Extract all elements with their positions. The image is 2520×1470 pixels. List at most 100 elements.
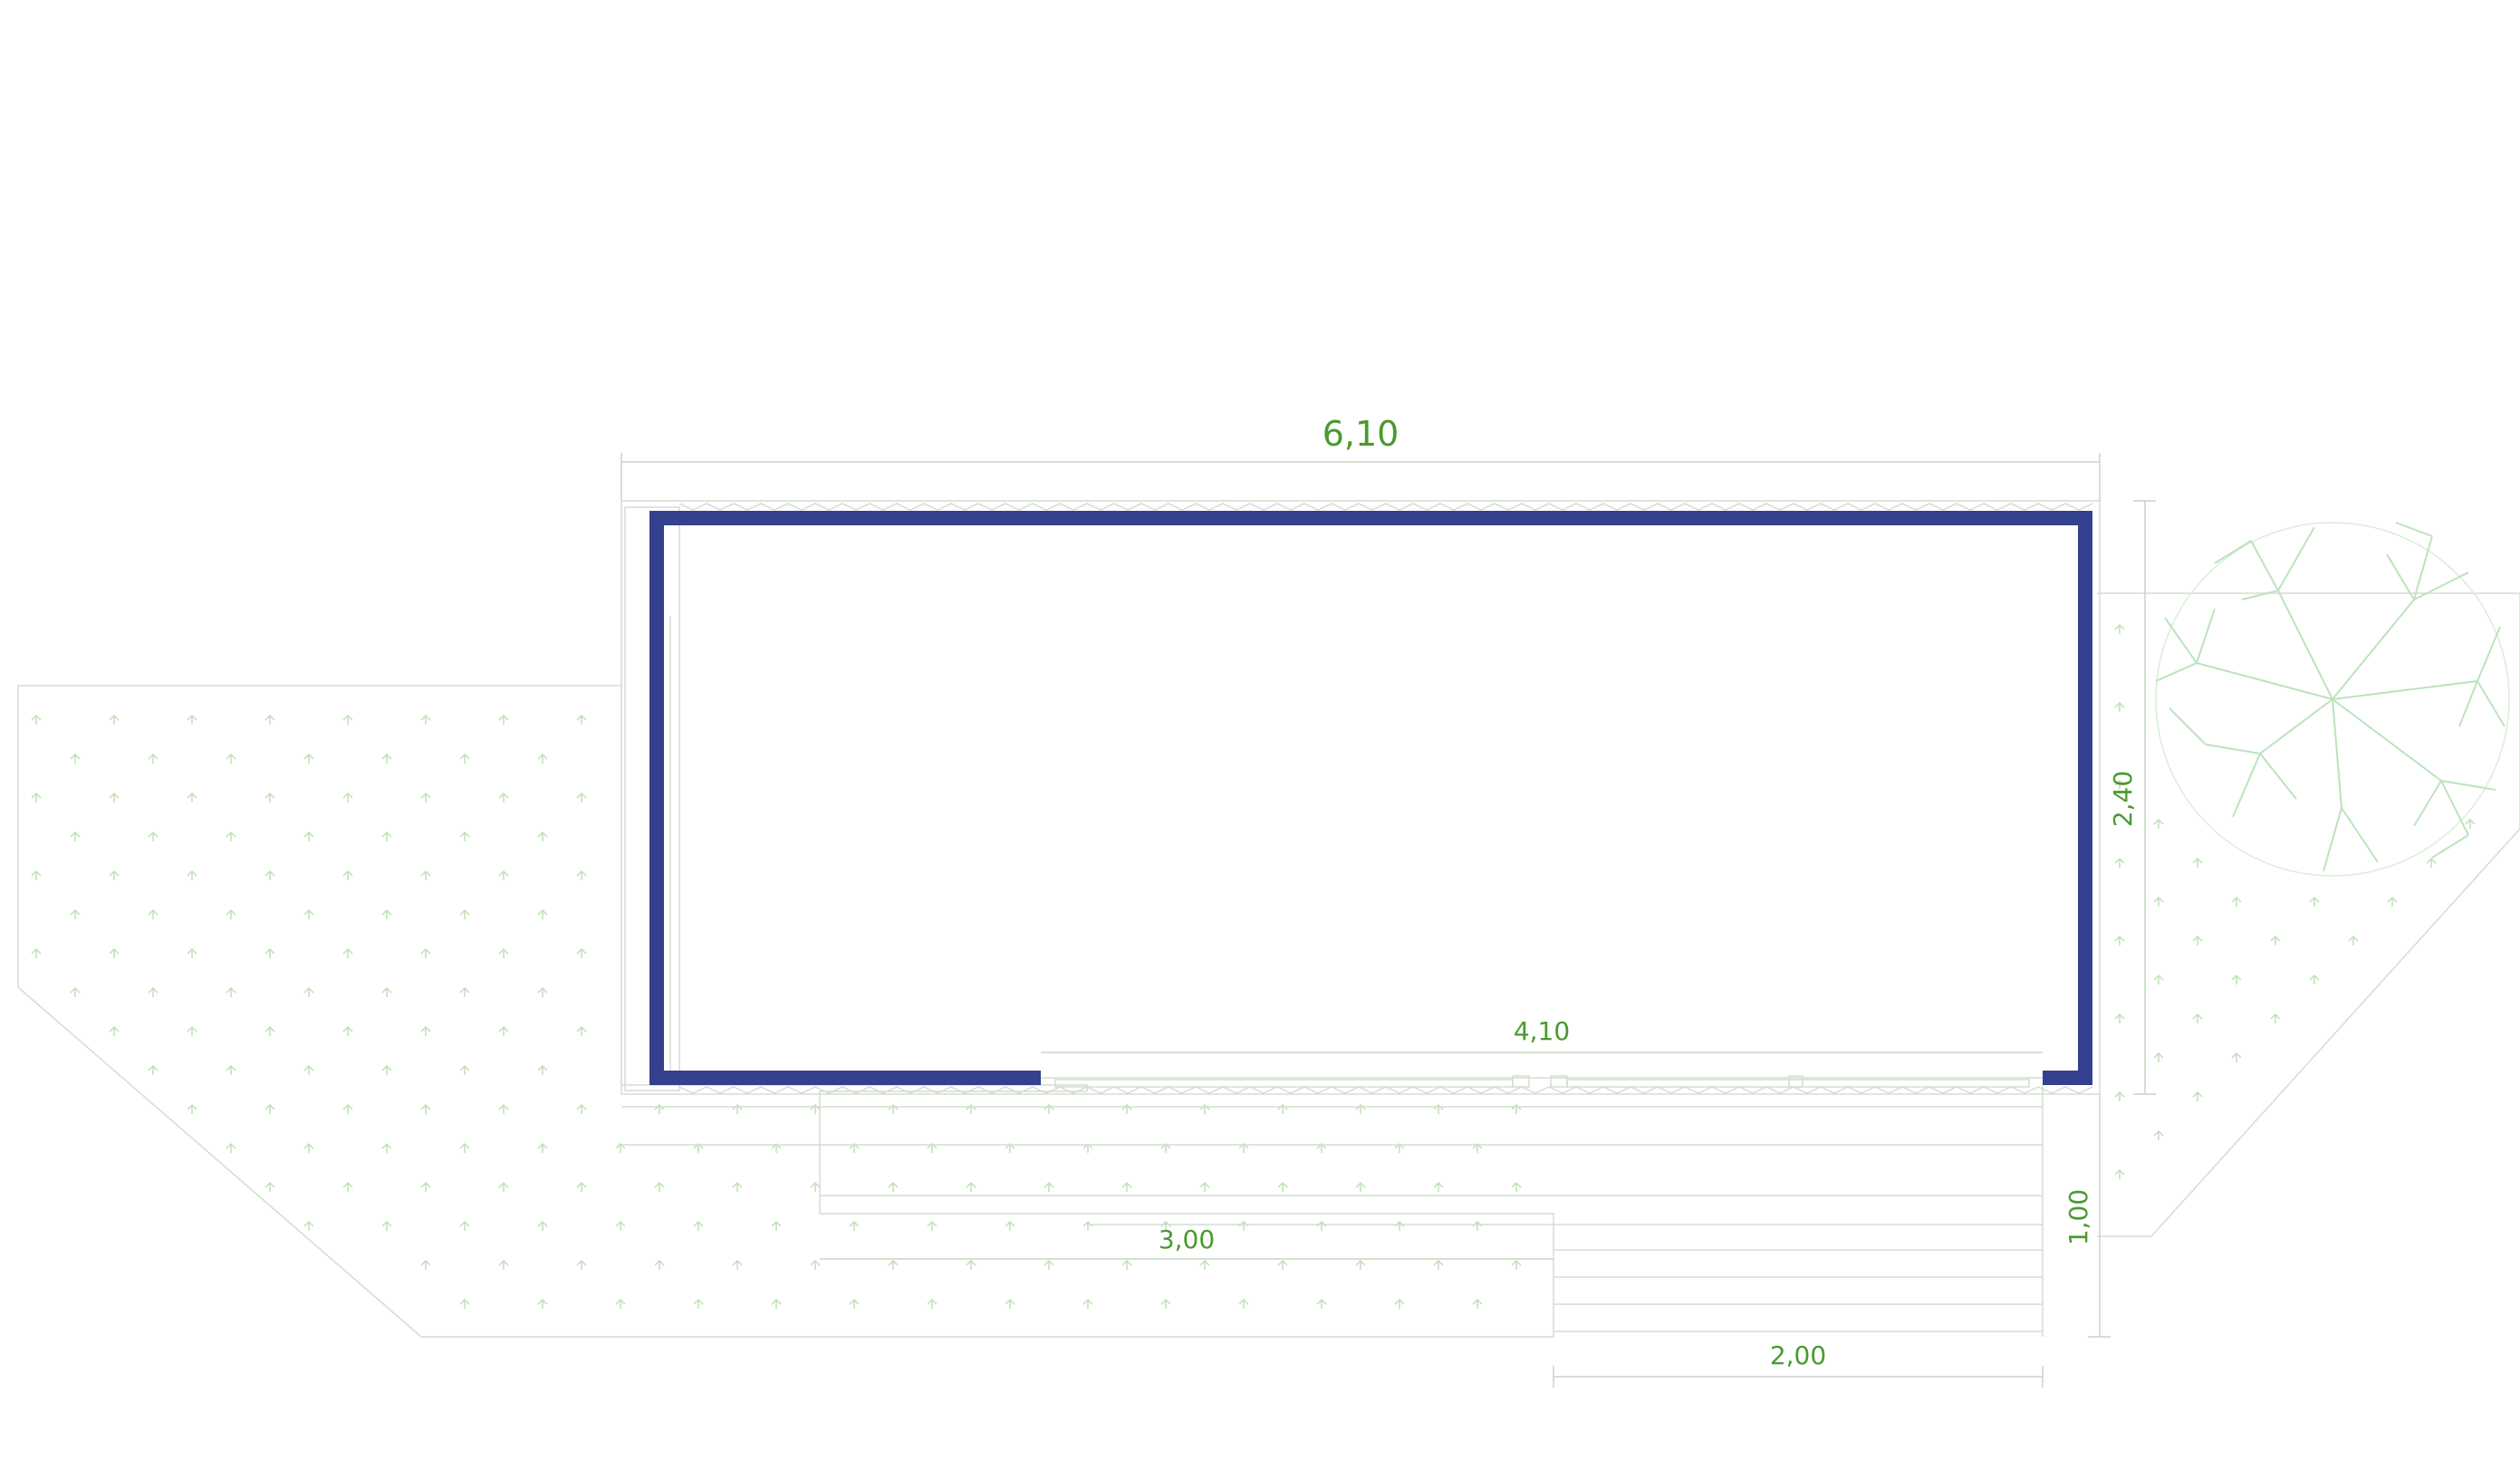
grass-mark	[265, 714, 275, 725]
grass-mark	[1472, 1220, 1483, 1231]
top-cladding	[678, 503, 2093, 511]
grass-mark	[70, 986, 81, 997]
grass-mark	[2426, 857, 2437, 868]
grass-mark	[303, 908, 314, 919]
grass-mark	[654, 1259, 665, 1270]
grass-mark	[1277, 1259, 1288, 1270]
grass-mark	[148, 986, 159, 997]
grass-mark	[498, 870, 509, 880]
grass-mark	[187, 792, 197, 802]
grass-mark	[342, 1025, 353, 1036]
grass-mark	[2153, 1052, 2164, 1062]
grass-mark	[265, 947, 275, 958]
grass-mark	[732, 1259, 743, 1270]
grass-mark	[381, 753, 392, 764]
grass-mark	[537, 1142, 548, 1153]
grass-mark	[1199, 1181, 1210, 1192]
grass-mark	[537, 986, 548, 997]
grass-mark	[2192, 935, 2203, 946]
grass-mark	[187, 947, 197, 958]
grass-mark	[2309, 974, 2320, 985]
grass-mark	[226, 831, 236, 841]
grass-mark	[2114, 701, 2125, 712]
grass-mark	[2114, 935, 2125, 946]
grass-mark	[693, 1220, 704, 1231]
grass-mark	[303, 1064, 314, 1075]
grass-mark	[381, 986, 392, 997]
grass-mark	[615, 1220, 626, 1231]
grass-mark	[342, 947, 353, 958]
grass-mark	[537, 753, 548, 764]
grass-mark	[459, 908, 470, 919]
grass-mark	[265, 870, 275, 880]
sliding-door	[1041, 1075, 2043, 1088]
grass-mark	[148, 1064, 159, 1075]
grass-mark	[498, 1103, 509, 1114]
grass-mark	[381, 908, 392, 919]
grass-mark	[109, 1025, 120, 1036]
grass-mark	[459, 753, 470, 764]
grass-mark	[576, 947, 587, 958]
grass-mark	[927, 1298, 938, 1309]
grass-mark	[2270, 1013, 2281, 1023]
grass-mark	[2114, 1013, 2125, 1023]
grass-mark	[849, 1298, 860, 1309]
grass-mark	[420, 714, 431, 725]
grass-mark	[303, 986, 314, 997]
grass-mark	[888, 1181, 899, 1192]
dimension-stair-width: 2,00	[1553, 1340, 2044, 1388]
grass-mark	[537, 1298, 548, 1309]
grass-mark	[381, 1220, 392, 1231]
right-lawn-area	[2097, 592, 2520, 1237]
grass-mark	[1394, 1298, 1405, 1309]
grass-mark	[70, 753, 81, 764]
grass-mark	[1355, 1181, 1366, 1192]
grass-mark	[187, 870, 197, 880]
deck-boards	[621, 1085, 2044, 1337]
building-outline	[620, 500, 2101, 1095]
grass-mark	[1277, 1181, 1288, 1192]
grass-mark	[303, 1142, 314, 1153]
grass-mark	[2192, 1013, 2203, 1023]
grass-mark	[537, 908, 548, 919]
grass-mark	[459, 1220, 470, 1231]
right-grass-hatch	[2114, 623, 2476, 1179]
grass-mark	[498, 714, 509, 725]
grass-mark	[1121, 1181, 1132, 1192]
grass-mark	[303, 831, 314, 841]
opening-width-label: 4,10	[1514, 1016, 1570, 1046]
grass-mark	[148, 831, 159, 841]
depth-label: 2,40	[2108, 771, 2138, 827]
grass-mark	[1005, 1298, 1015, 1309]
grass-mark	[1082, 1220, 1093, 1231]
grass-mark	[2114, 623, 2125, 634]
grass-mark	[771, 1298, 782, 1309]
grass-mark	[2114, 1090, 2125, 1101]
grass-mark	[537, 1220, 548, 1231]
grass-mark	[2114, 857, 2125, 868]
grass-mark	[732, 1181, 743, 1192]
grass-mark	[226, 753, 236, 764]
grass-mark	[537, 831, 548, 841]
bottom-wall-right	[2043, 1071, 2092, 1085]
grass-mark	[31, 792, 42, 802]
grass-mark	[2192, 857, 2203, 868]
grass-mark	[187, 1103, 197, 1114]
grass-mark	[2231, 896, 2242, 907]
grass-mark	[498, 792, 509, 802]
grass-mark	[226, 1142, 236, 1153]
grass-mark	[265, 1025, 275, 1036]
grass-mark	[2153, 1129, 2164, 1140]
grass-mark	[420, 1259, 431, 1270]
grass-mark	[342, 792, 353, 802]
grass-mark	[576, 1181, 587, 1192]
grass-mark	[459, 831, 470, 841]
grass-mark	[498, 1025, 509, 1036]
tree-icon	[2155, 522, 2510, 877]
grass-mark	[966, 1259, 976, 1270]
dimension-opening-width: 4,10	[1041, 1016, 2043, 1053]
dimension-step-length: 3,00	[820, 1225, 1553, 1260]
grass-mark	[381, 1064, 392, 1075]
grass-mark	[615, 1298, 626, 1309]
grass-mark	[1433, 1181, 1444, 1192]
